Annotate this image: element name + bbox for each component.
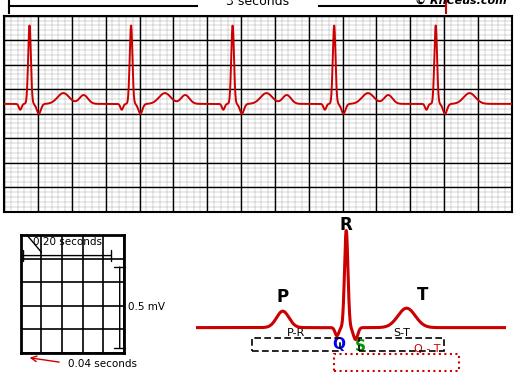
Text: 0.20 seconds: 0.20 seconds — [33, 237, 102, 247]
Text: Q - T: Q - T — [414, 344, 441, 354]
Text: 0.04 seconds: 0.04 seconds — [68, 359, 137, 369]
Text: 0.5 mV: 0.5 mV — [128, 302, 165, 312]
Text: S: S — [354, 339, 366, 354]
Text: Q: Q — [332, 337, 345, 352]
Text: S-T: S-T — [393, 328, 410, 338]
Text: 3 seconds: 3 seconds — [227, 0, 289, 9]
Text: P-R: P-R — [287, 328, 305, 338]
Text: T: T — [416, 286, 428, 304]
Text: P: P — [277, 288, 289, 306]
Text: © RnCeus.com: © RnCeus.com — [415, 0, 507, 5]
Text: R: R — [340, 216, 352, 234]
